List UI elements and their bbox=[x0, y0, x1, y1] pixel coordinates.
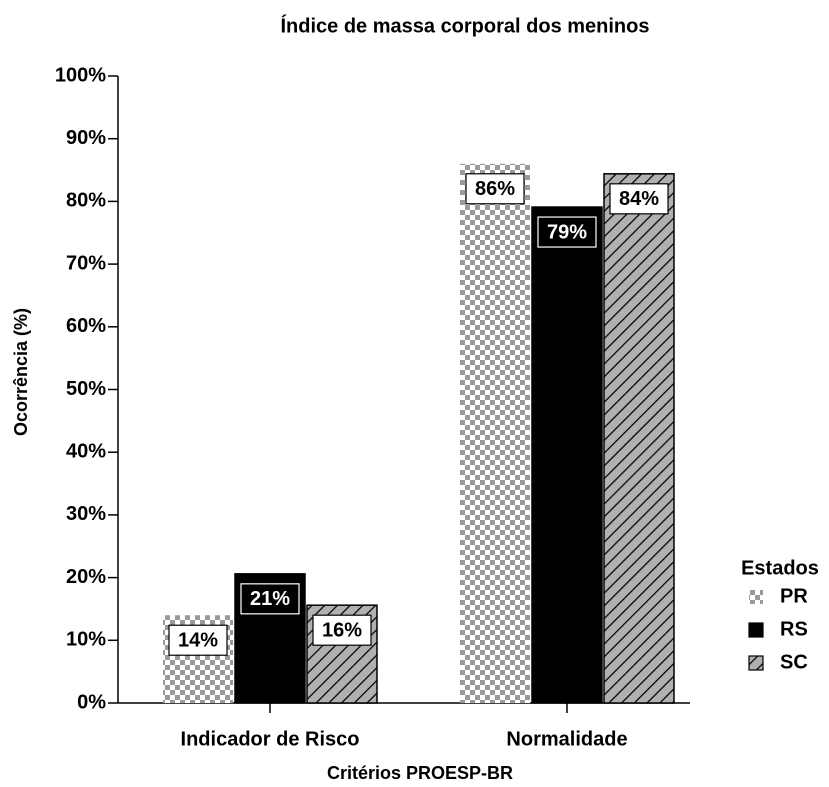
y-tick-label: 90% bbox=[66, 127, 106, 149]
y-tick-label: 100% bbox=[55, 64, 106, 86]
legend-swatch bbox=[749, 590, 763, 604]
bar bbox=[531, 206, 603, 704]
y-tick-label: 0% bbox=[77, 691, 106, 713]
y-tick-label: 50% bbox=[66, 378, 106, 400]
x-tick-label: Indicador de Risco bbox=[181, 728, 360, 750]
y-axis-title: Ocorrência (%) bbox=[11, 308, 31, 436]
legend-title: Estados bbox=[741, 557, 819, 579]
legend-label: SC bbox=[780, 651, 808, 673]
legend-swatch bbox=[748, 622, 764, 638]
legend-label: PR bbox=[780, 585, 808, 607]
y-tick-label: 20% bbox=[66, 566, 106, 588]
legend-swatch bbox=[748, 655, 764, 671]
value-label: 86% bbox=[475, 178, 515, 200]
value-label: 84% bbox=[619, 188, 659, 210]
y-tick-label: 60% bbox=[66, 315, 106, 337]
x-axis-title: Critérios PROESP-BR bbox=[327, 763, 513, 783]
y-tick-label: 70% bbox=[66, 252, 106, 274]
value-label: 16% bbox=[322, 619, 362, 641]
value-label-box bbox=[609, 183, 669, 215]
value-label: 14% bbox=[178, 630, 218, 652]
bar bbox=[603, 173, 675, 704]
y-tick-label: 30% bbox=[66, 503, 106, 525]
y-tick-label: 80% bbox=[66, 190, 106, 212]
value-label-box bbox=[168, 624, 228, 656]
value-label-box bbox=[465, 173, 525, 205]
y-tick-label: 10% bbox=[66, 629, 106, 651]
value-label-box bbox=[312, 614, 372, 646]
y-tick-label: 40% bbox=[66, 440, 106, 462]
value-label-box bbox=[240, 583, 300, 615]
x-tick-label: Normalidade bbox=[506, 728, 627, 750]
value-label-box bbox=[537, 216, 597, 248]
value-label: 79% bbox=[547, 221, 587, 243]
bar bbox=[460, 163, 530, 703]
legend-label: RS bbox=[780, 618, 808, 640]
value-label: 21% bbox=[250, 588, 290, 610]
chart-title: Índice de massa corporal dos meninos bbox=[280, 14, 649, 37]
